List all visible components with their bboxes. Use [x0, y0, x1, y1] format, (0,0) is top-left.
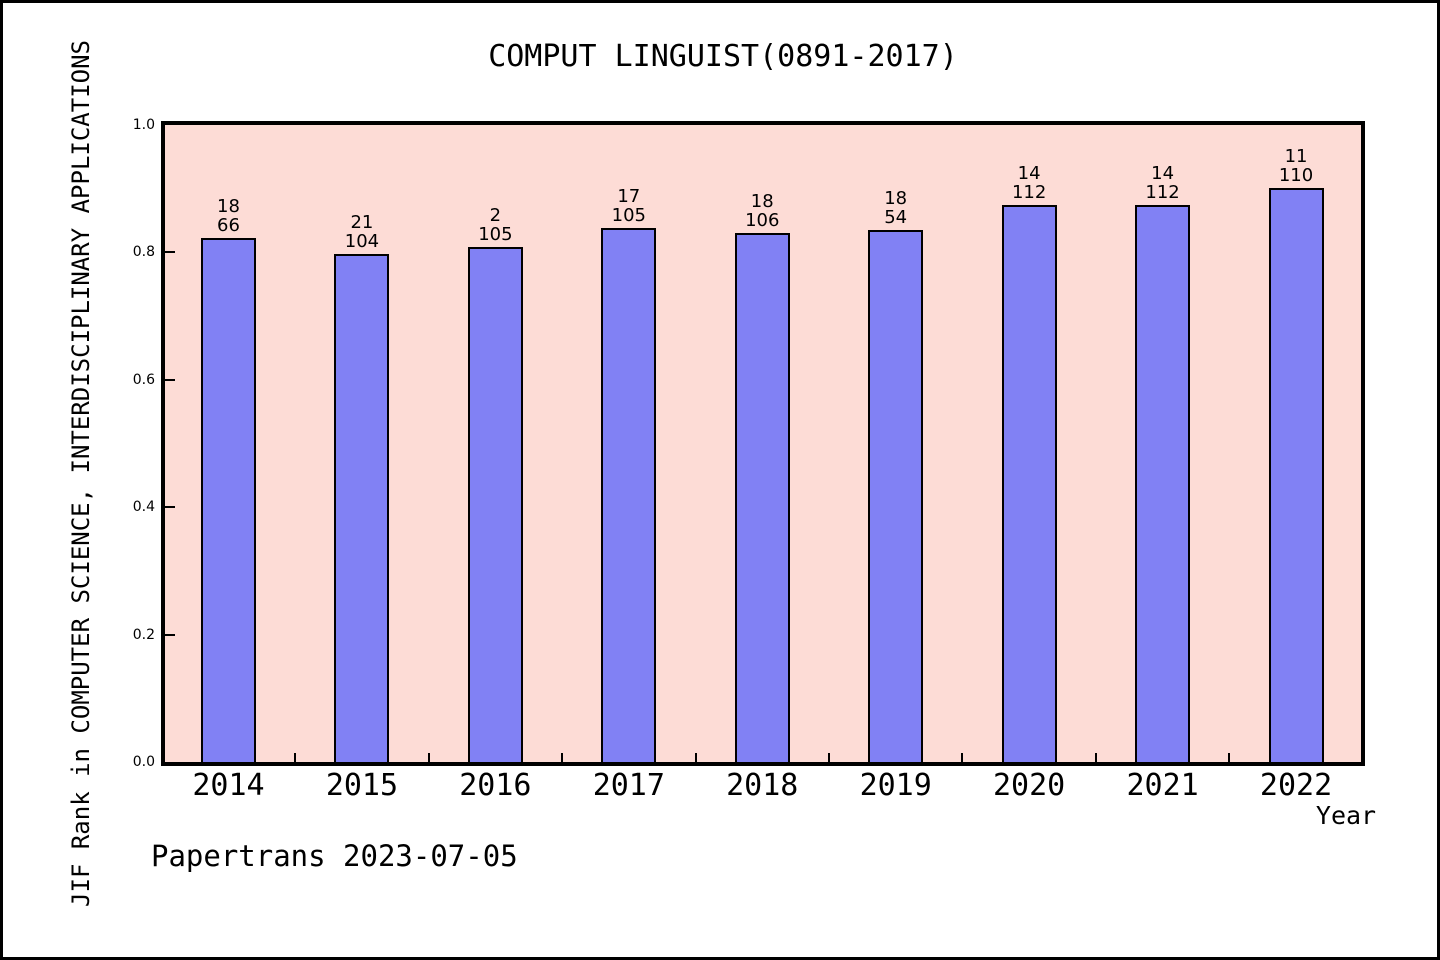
x-tick-label: 2018: [726, 768, 799, 803]
bar-value-label: 18 66: [164, 197, 294, 235]
chart-title: COMPUT LINGUIST(0891-2017): [488, 39, 958, 74]
y-tick-mark: [165, 251, 175, 254]
bar: [467, 246, 523, 762]
bar-value-label: 11 110: [1231, 147, 1361, 185]
x-tick-mark: [1228, 753, 1231, 762]
x-tick-mark: [961, 753, 964, 762]
bar-total-value: 105: [611, 204, 646, 226]
y-tick-label: 1.0: [132, 117, 155, 133]
bar-value-label: 14 112: [964, 164, 1094, 202]
bar-total-value: 110: [1278, 165, 1314, 187]
x-tick-label: 2015: [325, 768, 399, 803]
bar-rank-value: 14: [1017, 163, 1041, 185]
x-tick-mark: [827, 753, 830, 762]
footer-note: Papertrans 2023-07-05: [151, 839, 518, 873]
bar-total-value: 105: [478, 223, 513, 245]
bar: [601, 227, 657, 762]
x-tick-label: 2017: [592, 768, 665, 803]
bar: [1268, 188, 1324, 762]
y-tick-label: 0.2: [132, 626, 155, 643]
x-tick-mark: [561, 753, 564, 762]
bar-rank-value: 2: [489, 204, 502, 226]
y-tick-mark: [165, 378, 175, 381]
x-tick-label: 2020: [993, 768, 1066, 803]
bar-rank-value: 11: [1284, 146, 1308, 168]
bar-value-label: 18 54: [831, 189, 961, 227]
y-axis-title-wrap: JIF Rank in COMPUTER SCIENCE, INTERDISCI…: [55, 3, 107, 943]
y-tick-label: 0.4: [132, 499, 155, 516]
x-tick-mark: [694, 753, 697, 762]
bar-total-value: 112: [1145, 182, 1180, 204]
bar: [201, 237, 256, 762]
bar-rank-value: 18: [750, 191, 774, 213]
y-tick-mark: [165, 506, 175, 509]
y-tick-label: 0.8: [132, 244, 155, 261]
bar-value-label: 21 104: [297, 213, 427, 251]
bar-total-value: 106: [745, 210, 780, 232]
x-tick-mark: [427, 753, 430, 762]
y-tick-label: 0.6: [132, 371, 155, 388]
bar-total-value: 54: [884, 207, 908, 229]
x-tick-label: 2014: [192, 768, 265, 803]
x-tick-label: 2022: [1259, 768, 1333, 803]
x-tick-label: 2019: [859, 768, 932, 803]
bar: [1135, 205, 1191, 762]
bar-rank-value: 18: [217, 195, 240, 217]
bar: [1001, 205, 1057, 762]
bar-value-label: 14 112: [1098, 164, 1228, 202]
x-tick-mark: [1094, 753, 1097, 762]
bar-value-label: 17 105: [564, 187, 694, 225]
bar-total-value: 66: [217, 214, 240, 236]
bar-rank-value: 21: [350, 211, 374, 233]
plot-area: 18 66 21 104 2 105 17 105 18 106 18 54 14 112 14 112 11 1…: [161, 121, 1365, 766]
bar-rank-value: 17: [617, 185, 641, 207]
x-tick-label: 2021: [1126, 768, 1199, 803]
y-tick-label: 0.0: [132, 754, 155, 770]
x-tick-mark: [294, 753, 297, 762]
bar-rank-value: 14: [1151, 163, 1175, 185]
bar-rank-value: 18: [884, 188, 908, 210]
x-tick-label: 2016: [459, 768, 532, 803]
bar-total-value: 104: [344, 230, 380, 252]
y-tick-mark: [165, 633, 175, 636]
x-axis-title: Year: [1315, 801, 1377, 830]
bar-total-value: 112: [1011, 182, 1047, 204]
bar: [734, 233, 790, 762]
y-axis-title: JIF Rank in COMPUTER SCIENCE, INTERDISCI…: [67, 39, 95, 907]
bar-value-label: 2 105: [430, 206, 560, 244]
bar: [334, 253, 390, 762]
bar-value-label: 18 106: [697, 192, 827, 230]
bar: [868, 230, 924, 762]
